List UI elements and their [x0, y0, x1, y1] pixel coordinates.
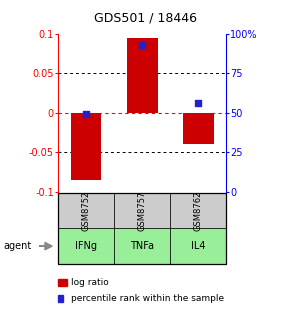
Text: GSM8752: GSM8752 — [81, 191, 90, 231]
Point — [196, 100, 200, 106]
Text: GSM8757: GSM8757 — [137, 191, 147, 231]
Bar — [127, 38, 157, 113]
Point — [140, 42, 144, 47]
Point — [84, 112, 88, 117]
Bar — [70, 113, 102, 180]
Text: percentile rank within the sample: percentile rank within the sample — [71, 294, 224, 303]
Text: log ratio: log ratio — [71, 278, 109, 287]
Text: IL4: IL4 — [191, 241, 205, 251]
Text: agent: agent — [3, 241, 31, 251]
Text: GSM8762: GSM8762 — [194, 191, 203, 231]
Bar — [183, 113, 213, 144]
Text: GDS501 / 18446: GDS501 / 18446 — [93, 12, 197, 25]
Text: TNFa: TNFa — [130, 241, 154, 251]
Text: IFNg: IFNg — [75, 241, 97, 251]
